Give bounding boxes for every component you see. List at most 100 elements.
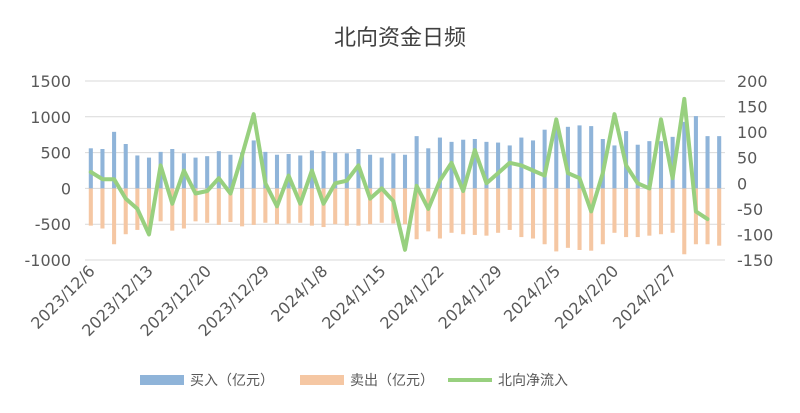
sell-bar [624, 188, 629, 238]
sell-bar [414, 188, 419, 240]
net-flow-point [183, 169, 185, 172]
net-flow-point [288, 175, 290, 177]
buy-bar [251, 140, 256, 189]
net-flow-point [194, 192, 197, 195]
y-right-tick-label: 100 [737, 123, 768, 142]
net-flow-point [660, 118, 662, 120]
sell-bar [542, 188, 547, 245]
buy-bar [274, 154, 280, 189]
sell-bar [554, 188, 559, 252]
y-left-tick-label: 500 [40, 144, 71, 163]
sell-bar [589, 188, 594, 251]
net-flow-point [532, 169, 534, 172]
buy-bar [682, 121, 687, 189]
y-right-tick-label: 50 [737, 149, 757, 168]
sell-bar [437, 188, 442, 239]
net-flow-point [683, 98, 685, 100]
y-left-tick-label: -500 [35, 215, 71, 234]
chart-title: 北向资金日频 [334, 26, 466, 51]
y-left-tick-label: -1000 [25, 251, 72, 270]
legend-buy-label: 买入（亿元） [190, 373, 274, 389]
net-flow-point [509, 162, 511, 164]
buy-bar [240, 152, 245, 189]
net-flow-point [125, 198, 127, 200]
sell-bar [333, 188, 338, 225]
buy-bar [693, 116, 698, 189]
net-flow-point [346, 180, 348, 182]
net-flow-point [113, 178, 115, 180]
net-flow-point [520, 164, 522, 166]
sell-bar [356, 188, 361, 226]
net-flow-point [381, 187, 383, 189]
sell-bar [472, 188, 477, 235]
sell-bar [565, 188, 570, 248]
net-flow-point [322, 203, 325, 205]
sell-bar [240, 188, 245, 227]
sell-bar [682, 188, 687, 255]
net-flow-point [206, 190, 208, 192]
buy-bar [705, 136, 710, 189]
buy-bar [263, 151, 268, 189]
y-axis-right-ticks: 200 150 100 50 0 -50 -100 -150 [737, 72, 773, 270]
net-flow-point [637, 182, 639, 184]
net-flow-point [136, 208, 138, 210]
buy-bar [554, 124, 559, 189]
buy-bar [426, 148, 431, 189]
buy-bar [472, 138, 477, 189]
net-flow-point [276, 205, 278, 207]
buy-bar [112, 131, 117, 189]
sell-bar [705, 188, 710, 245]
net-flow-line [88, 96, 710, 252]
net-flow-point [567, 172, 569, 174]
sell-bar [647, 188, 652, 236]
net-flow-point [578, 177, 581, 179]
buy-bar [461, 139, 466, 189]
buy-bar [391, 153, 396, 189]
net-flow-point [613, 113, 616, 115]
net-flow-point [462, 190, 464, 192]
sell-bar [461, 188, 466, 235]
sell-bar [205, 188, 210, 223]
net-flow-point [241, 154, 243, 156]
net-flow-point [555, 118, 557, 120]
net-flow-point [229, 192, 232, 195]
x-axis-ticks: 2023/12/62023/12/132023/12/202023/12/292… [27, 261, 680, 340]
sell-bar [309, 188, 314, 226]
sell-bar [368, 188, 373, 225]
sell-bar [216, 188, 221, 225]
net-flow-point [474, 149, 476, 151]
net-flow-point [706, 218, 709, 220]
sell-bar [379, 188, 384, 223]
sell-bar [484, 188, 489, 236]
buy-bar [507, 145, 512, 189]
sell-bar [88, 188, 93, 226]
sell-bar [193, 188, 198, 222]
buy-bar [368, 154, 373, 189]
net-flow-point [590, 210, 592, 213]
buy-bar [484, 141, 489, 189]
sell-bar [530, 188, 536, 239]
y-right-tick-label: 200 [737, 72, 768, 91]
buy-bar [658, 141, 664, 189]
net-flow-point [264, 182, 266, 184]
net-flow-point [357, 164, 360, 166]
buy-bar [286, 154, 291, 189]
buy-bar [496, 142, 501, 189]
net-flow-point [369, 198, 371, 200]
sell-bar [612, 188, 617, 233]
sell-bar [658, 188, 664, 235]
net-flow-point [311, 169, 313, 172]
buy-bar [88, 148, 93, 189]
net-flow-point [450, 162, 453, 164]
legend-sell-swatch [300, 375, 344, 385]
sell-bar [321, 188, 326, 228]
net-flow-point [439, 180, 441, 182]
net-flow-point [218, 177, 220, 179]
net-flow-point [148, 233, 150, 236]
net-flow-point [334, 182, 336, 184]
buy-bar [402, 154, 408, 189]
net-flow-point [672, 177, 674, 179]
x-tick-label: 2024/2/27 [609, 261, 680, 332]
buy-bar [519, 137, 524, 189]
buy-bar [193, 157, 198, 189]
